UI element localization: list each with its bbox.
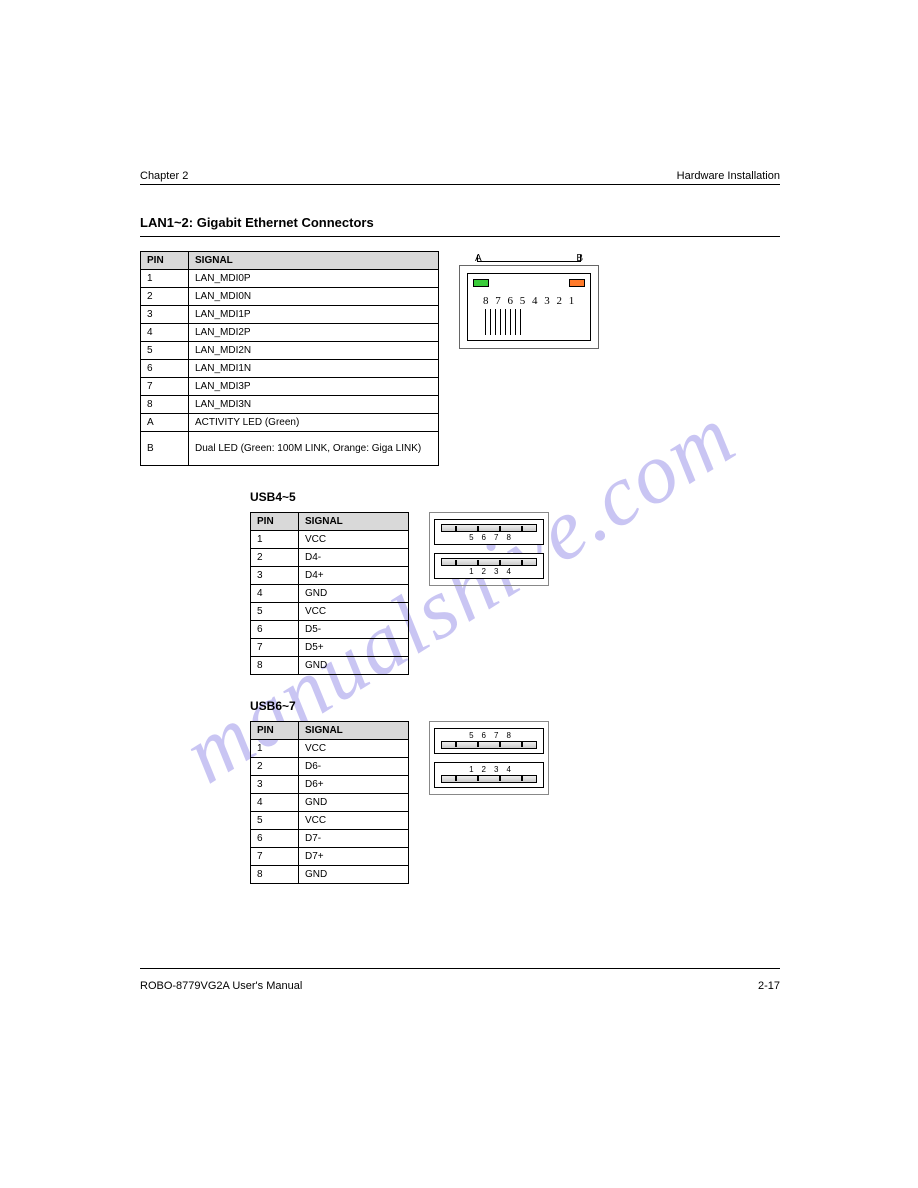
usb45-th-pin: PIN <box>251 513 299 531</box>
table-row: 8GND <box>251 657 409 675</box>
table-row: 8GND <box>251 866 409 884</box>
section-divider <box>140 236 780 237</box>
usb67-diagram: 5678 1234 <box>429 721 549 795</box>
lan-th-signal: SIGNAL <box>189 252 439 270</box>
footer-divider <box>140 968 780 969</box>
table-row: 5LAN_MDI2N <box>141 342 439 360</box>
rj45-label-a: A <box>475 253 482 264</box>
usb45-title: USB4~5 <box>250 490 780 504</box>
table-row: 4GND <box>251 585 409 603</box>
usb45-table: PIN SIGNAL 1VCC 2D4- 3D4+ 4GND 5VCC 6D5-… <box>250 512 409 675</box>
rj45-pin-numbers: 8 7 6 5 4 3 2 1 <box>483 295 576 307</box>
usb67-top-nums: 5678 <box>435 731 543 740</box>
usb45-bot-nums: 1234 <box>435 567 543 576</box>
table-row: 3D6+ <box>251 776 409 794</box>
table-row: 2D6- <box>251 758 409 776</box>
table-row: 6D7- <box>251 830 409 848</box>
table-row: 8LAN_MDI3N <box>141 396 439 414</box>
table-row: AACTIVITY LED (Green) <box>141 414 439 432</box>
table-row: 1VCC <box>251 531 409 549</box>
table-row: 7D7+ <box>251 848 409 866</box>
section-title: LAN1~2: Gigabit Ethernet Connectors <box>140 215 780 230</box>
table-row: 5VCC <box>251 812 409 830</box>
rj45-diagram: A B 8 7 6 5 4 3 2 1 <box>459 251 599 351</box>
usb67-bot-nums: 1234 <box>435 765 543 774</box>
table-row: 3D4+ <box>251 567 409 585</box>
usb67-title: USB6~7 <box>250 699 780 713</box>
table-row: 7D5+ <box>251 639 409 657</box>
table-row: 6D5- <box>251 621 409 639</box>
table-row: 5VCC <box>251 603 409 621</box>
table-row: 2D4- <box>251 549 409 567</box>
rj45-led-a <box>473 279 489 287</box>
table-row: 3LAN_MDI1P <box>141 306 439 324</box>
chapter-title: Chapter 2 <box>140 170 188 182</box>
table-row: 7LAN_MDI3P <box>141 378 439 396</box>
table-row: 4GND <box>251 794 409 812</box>
usb67-th-signal: SIGNAL <box>299 722 409 740</box>
footer-right: 2-17 <box>758 980 780 992</box>
table-row: 1VCC <box>251 740 409 758</box>
usb45-top-nums: 5678 <box>435 533 543 542</box>
page-content: Chapter 2 Hardware Installation LAN1~2: … <box>140 170 780 884</box>
page-title-right: Hardware Installation <box>677 170 780 182</box>
footer-left: ROBO-8779VG2A User's Manual <box>140 980 302 992</box>
table-row: 6LAN_MDI1N <box>141 360 439 378</box>
table-row: BDual LED (Green: 100M LINK, Orange: Gig… <box>141 432 439 466</box>
rj45-led-b <box>569 279 585 287</box>
usb45-th-signal: SIGNAL <box>299 513 409 531</box>
usb67-table: PIN SIGNAL 1VCC 2D6- 3D6+ 4GND 5VCC 6D7-… <box>250 721 409 884</box>
table-row: 4LAN_MDI2P <box>141 324 439 342</box>
usb67-th-pin: PIN <box>251 722 299 740</box>
lan-th-pin: PIN <box>141 252 189 270</box>
usb45-diagram: 5678 1234 <box>429 512 549 586</box>
table-row: 1LAN_MDI0P <box>141 270 439 288</box>
lan-table: PIN SIGNAL 1LAN_MDI0P 2LAN_MDI0N 3LAN_MD… <box>140 251 439 466</box>
table-row: 2LAN_MDI0N <box>141 288 439 306</box>
